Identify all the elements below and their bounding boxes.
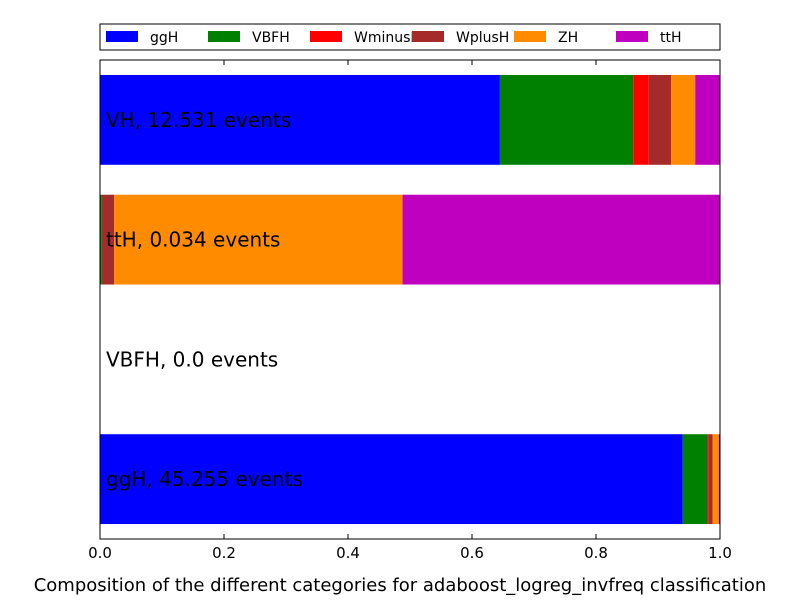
legend-label-wminush: WminusH (354, 30, 421, 46)
legend-swatch-vbfh (208, 31, 240, 42)
bar-segment-ggh-0 (100, 74, 500, 165)
legend-swatch-wminush (310, 31, 342, 42)
x-axis: 0.0 0.2 0.4 0.6 0.8 1.0 (88, 60, 732, 562)
bar-segment-tth-1 (402, 194, 720, 285)
x-tick-label-4: 0.8 (584, 544, 608, 562)
x-axis-label: Composition of the different categories … (34, 575, 767, 596)
bar-segment-wminush-0 (633, 74, 649, 165)
bar-label-1: ttH, 0.034 events (106, 228, 280, 252)
bar-segment-vbfh-0 (499, 74, 634, 165)
bar-segment-vbfh-1 (100, 194, 102, 285)
bar-segment-tth-0 (695, 74, 720, 165)
bar-segment-wplush-0 (648, 74, 672, 165)
legend-label-ggh: ggH (150, 30, 178, 46)
bar-segment-wminush-3 (707, 434, 709, 525)
bar-label-3: ggH, 45.255 events (106, 467, 303, 491)
legend-swatch-wplush (412, 31, 444, 42)
x-tick-label-2: 0.4 (336, 544, 360, 562)
x-tick-label-0: 0.0 (88, 544, 112, 562)
bar-label-2: VBFH, 0.0 events (106, 347, 278, 371)
legend-label-wplush: WplusH (456, 30, 509, 46)
legend-label-vbfh: VBFH (252, 30, 290, 46)
bar-segment-zh-1 (114, 194, 403, 285)
bar-segment-ggh-3 (100, 434, 683, 525)
bars: VH, 12.531 events ttH, 0.034 events VBFH, … (100, 74, 720, 525)
x-tick-label-1: 0.2 (212, 544, 236, 562)
legend-swatch-ggh (106, 31, 138, 42)
x-tick-label-3: 0.6 (460, 544, 484, 562)
legend-swatch-zh (514, 31, 546, 42)
legend-swatch-tth (616, 31, 648, 42)
plot-frame (99, 59, 721, 540)
bar-segment-wplush-3 (708, 434, 713, 525)
legend: ggH VBFH WminusH WplusH ZH ttH (99, 23, 721, 51)
bar-segment-tth-3 (718, 434, 720, 525)
bar-segment-zh-0 (671, 74, 696, 165)
bar-label-0: VH, 12.531 events (106, 108, 291, 132)
x-tick-label-5: 1.0 (708, 544, 732, 562)
bar-segment-wplush-1 (101, 194, 115, 285)
bar-segment-vbfh-3 (682, 434, 708, 525)
legend-label-zh: ZH (558, 30, 578, 46)
legend-label-tth: ttH (660, 30, 682, 46)
bar-segment-zh-3 (712, 434, 719, 525)
